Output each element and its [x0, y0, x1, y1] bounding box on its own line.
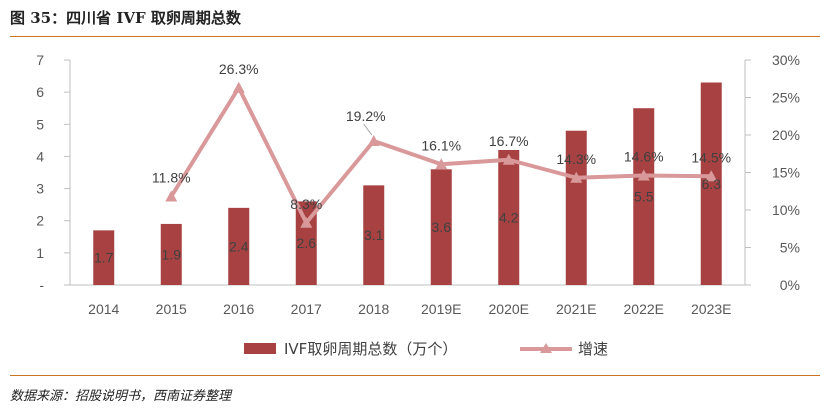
bar	[565, 130, 587, 285]
legend: IVF取卵周期总数（万个） 增速	[244, 340, 608, 358]
bar	[295, 201, 317, 285]
left-axis-tick-label: 6	[36, 84, 44, 100]
bar	[363, 185, 385, 285]
right-axis-tick-label: 0%	[780, 277, 800, 293]
bar-data-label: 2.6	[297, 235, 317, 251]
right-axis-tick-label: 5%	[780, 240, 800, 256]
legend-bar-label: IVF取卵周期总数（万个）	[284, 340, 457, 358]
line-data-label: 16.1%	[421, 137, 461, 153]
x-axis-tick-label: 2014	[88, 301, 119, 317]
line-marker	[705, 170, 718, 182]
bar-data-label: 1.9	[162, 246, 182, 262]
bar	[633, 108, 655, 285]
left-axis-tick-label: -	[39, 277, 44, 293]
legend-line-marker	[540, 343, 552, 353]
line-data-label: 14.6%	[624, 149, 664, 165]
left-axis-tick-label: 7	[36, 52, 44, 68]
line-data-label: 16.7%	[489, 133, 529, 149]
bar-data-label: 3.1	[364, 227, 384, 243]
line-marker	[637, 169, 650, 181]
line-marker	[165, 190, 178, 202]
chart-title: 图 35：四川省 IVF 取卵周期总数	[10, 9, 241, 27]
x-axis-tick-label: 2017	[291, 301, 322, 317]
line-data-label: 26.3%	[219, 61, 259, 77]
bar	[498, 150, 520, 285]
axes: - 1 2 3 4 5 6 7 0% 5% 10% 15% 20% 25% 30% 2014 2015 2016 2…	[36, 52, 800, 317]
x-axis-tick-label: 2020E	[489, 301, 529, 317]
left-axis-tick-label: 1	[36, 245, 44, 261]
legend-bar-swatch	[244, 343, 276, 354]
footer-divider	[10, 375, 820, 376]
source-note: 数据来源：招股说明书，西南证券整理	[10, 389, 232, 404]
bar-data-label: 4.2	[499, 210, 519, 226]
bar	[700, 82, 722, 285]
line-data-label: 11.8%	[152, 170, 191, 186]
line-marker	[502, 153, 515, 165]
right-axis-tick-label: 25%	[772, 90, 800, 106]
right-axis-tick-label: 30%	[772, 52, 800, 68]
x-axis-tick-label: 2019E	[421, 301, 461, 317]
bar-data-label: 2.4	[229, 238, 249, 254]
line-series	[165, 81, 718, 228]
line-marker	[435, 158, 448, 170]
left-axis-tick-label: 2	[36, 213, 44, 229]
bar-series	[93, 82, 722, 285]
x-axis-tick-label: 2016	[223, 301, 254, 317]
legend-line-label: 增速	[578, 340, 608, 358]
x-axis-tick-label: 2021E	[556, 301, 596, 317]
right-axis-tick-label: 15%	[772, 165, 800, 181]
x-axis-tick-label: 2022E	[624, 301, 664, 317]
line-data-label: 8.3%	[290, 196, 322, 212]
bar-data-label: 5.5	[634, 189, 654, 205]
x-axis-tick-label: 2023E	[691, 301, 731, 317]
bar-data-label: 1.7	[94, 250, 114, 266]
x-axis-tick-label: 2018	[358, 301, 389, 317]
bar	[430, 169, 452, 285]
left-axis-tick-label: 4	[36, 148, 44, 164]
bar-data-label: 6.3	[702, 176, 722, 192]
line-data-label: 19.2%	[346, 108, 386, 124]
bar	[160, 223, 182, 285]
line-marker	[300, 216, 313, 228]
x-axis-tick-label: 2015	[156, 301, 187, 317]
right-axis-tick-label: 10%	[772, 202, 800, 218]
line-data-label: 14.5%	[691, 149, 731, 165]
left-axis-tick-label: 3	[36, 181, 44, 197]
left-axis-tick-label: 5	[36, 116, 44, 132]
right-axis-tick-label: 20%	[772, 127, 800, 143]
line-marker	[570, 171, 583, 183]
label-leader-line	[363, 123, 373, 136]
data-labels: 1.7 1.9 2.4 2.6 3.1 3.6 4.2 5.5 6.3 11.8% 26.3% 8.3…	[94, 61, 731, 266]
line-marker	[232, 81, 245, 93]
bar	[93, 230, 115, 285]
bar	[228, 207, 250, 285]
line-marker	[367, 135, 380, 146]
bar-data-label: 3.6	[432, 219, 452, 235]
line-data-label: 14.3%	[556, 151, 596, 167]
title-divider	[10, 36, 820, 37]
